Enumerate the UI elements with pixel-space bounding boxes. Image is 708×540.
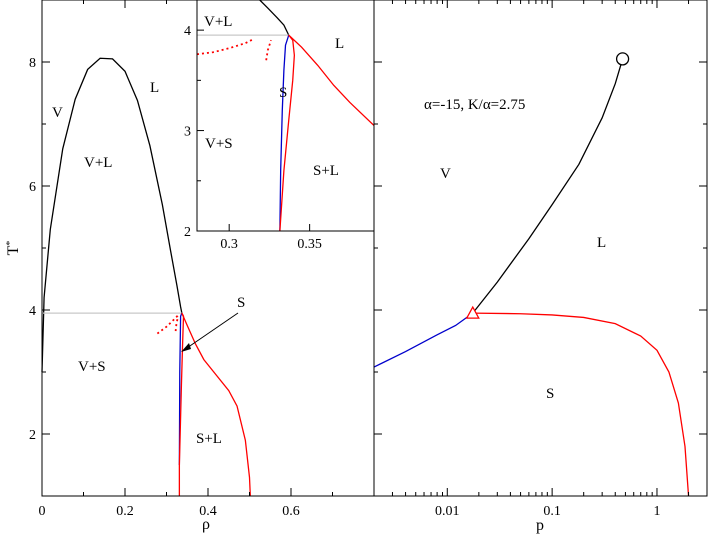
main-series-6 <box>174 316 179 332</box>
inset-y-tick-label: 2 <box>184 225 191 240</box>
right-markers <box>465 52 630 319</box>
main-y-tick-label: 4 <box>29 304 36 319</box>
right-x-tick-label: 1 <box>653 504 660 519</box>
inset-label-l: L <box>335 36 344 52</box>
inset-series-4 <box>288 34 374 127</box>
x-axis-title-rho: ρ <box>202 516 210 533</box>
main-x-tick-label: 0.4 <box>199 504 217 519</box>
region-label-v-plus-l: V+L <box>84 155 112 171</box>
inset-curves <box>197 0 374 231</box>
main-y-tick-label: 6 <box>29 180 36 195</box>
inset-panel: 0.3 0.35 2 3 4 V+L L S V+S S+L <box>184 0 375 252</box>
inset-label-s-plus-l: S+L <box>313 163 339 179</box>
main-x-tick-label: 0.6 <box>282 504 300 519</box>
right-label-s: S <box>546 386 554 402</box>
y-axis-title-superscript: * <box>5 241 16 246</box>
region-label-l: L <box>150 80 159 96</box>
right-frame <box>373 0 708 497</box>
inset-label-v-plus-l: V+L <box>204 14 232 30</box>
main-series-4 <box>181 312 251 497</box>
right-x-tick-label: 0.01 <box>435 504 460 519</box>
inset-series-2 <box>279 34 290 231</box>
inset-x-tick-label: 0.35 <box>297 237 322 252</box>
annotation-arrow-line <box>183 312 239 351</box>
region-label-s-plus-l: S+L <box>196 431 222 447</box>
right-series-0 <box>373 312 474 368</box>
triple-point-triangle <box>465 305 480 319</box>
right-curves <box>373 58 690 497</box>
right-panel: 0.01 0.1 1 α=-15, K/α=2.75 V L S p <box>373 0 708 534</box>
inset-series-0 <box>259 0 290 36</box>
y-axis-title: T* <box>5 241 23 256</box>
main-y-tick-label: 8 <box>29 56 36 71</box>
right-label-v: V <box>440 166 451 182</box>
x-axis-title-p: p <box>536 517 544 534</box>
inset-series-3 <box>279 34 296 231</box>
inset-x-tick-label: 0.3 <box>220 237 238 252</box>
inset-ticks: 0.3 0.35 2 3 4 <box>184 24 322 252</box>
main-series-5 <box>156 313 180 335</box>
inset-label-s: S <box>279 85 287 101</box>
inset-label-v-plus-s: V+S <box>205 136 233 152</box>
right-series-2 <box>472 312 690 497</box>
inset-y-tick-label: 4 <box>184 24 191 39</box>
right-label-l: L <box>597 235 606 251</box>
inset-series-6 <box>265 39 272 61</box>
main-curves <box>41 57 251 497</box>
right-series-1 <box>472 58 624 314</box>
annotation-arrowhead <box>181 343 191 352</box>
annotation-s-label: S <box>237 295 245 311</box>
right-ticks: 0.01 0.1 1 <box>373 0 708 519</box>
right-x-tick-label: 0.1 <box>543 504 561 519</box>
parameter-label: α=-15, K/α=2.75 <box>424 97 525 113</box>
main-series-2 <box>178 312 183 466</box>
main-series-0 <box>41 57 183 373</box>
main-x-tick-label: 0 <box>39 504 46 519</box>
inset-y-tick-label: 3 <box>184 125 191 140</box>
main-y-tick-label: 2 <box>29 428 36 443</box>
inset-series-5 <box>197 38 254 56</box>
region-label-v: V <box>52 105 63 121</box>
inset-background <box>197 0 374 231</box>
main-x-tick-label: 0.2 <box>116 504 134 519</box>
critical-point-circle <box>615 52 630 66</box>
region-label-v-plus-s: V+S <box>78 359 106 375</box>
